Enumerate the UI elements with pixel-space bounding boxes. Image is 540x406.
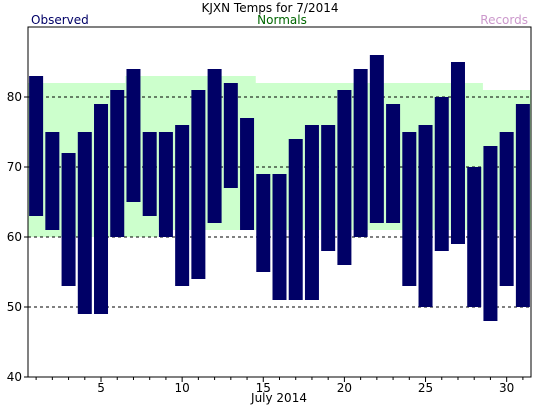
observed-bar-day-8 bbox=[142, 132, 157, 216]
x-tick-label-30: 30 bbox=[499, 381, 514, 395]
x-tick-label-25: 25 bbox=[418, 381, 433, 395]
observed-bar-day-2 bbox=[45, 132, 60, 230]
observed-bar-day-11 bbox=[191, 90, 206, 279]
observed-bar-day-24 bbox=[402, 132, 417, 286]
observed-bar-day-14 bbox=[240, 118, 255, 230]
observed-bars bbox=[29, 55, 530, 321]
chart-title: KJXN Temps for 7/2014 bbox=[202, 1, 339, 15]
y-tick-label-40: 40 bbox=[7, 370, 22, 384]
observed-bar-day-21 bbox=[353, 69, 368, 237]
legend-observed: Observed bbox=[31, 13, 89, 27]
observed-bar-day-4 bbox=[77, 132, 92, 314]
observed-bar-day-6 bbox=[110, 90, 125, 237]
observed-bar-day-9 bbox=[158, 132, 173, 237]
observed-bar-day-17 bbox=[288, 139, 303, 300]
observed-bar-day-30 bbox=[499, 132, 514, 286]
observed-bar-day-5 bbox=[94, 104, 109, 314]
observed-bar-day-25 bbox=[418, 125, 433, 307]
observed-bar-day-28 bbox=[467, 167, 482, 307]
observed-bar-day-20 bbox=[337, 90, 352, 265]
observed-bar-day-23 bbox=[386, 104, 401, 223]
observed-bar-day-26 bbox=[434, 97, 449, 251]
x-tick-label-15: 15 bbox=[256, 381, 271, 395]
y-tick-label-50: 50 bbox=[7, 300, 22, 314]
legend-normals: Normals bbox=[257, 13, 307, 27]
x-tick-label-10: 10 bbox=[175, 381, 190, 395]
observed-bar-day-22 bbox=[369, 55, 384, 223]
x-axis-label: July 2014 bbox=[250, 391, 307, 405]
y-tick-label-70: 70 bbox=[7, 160, 22, 174]
x-tick-label-20: 20 bbox=[337, 381, 352, 395]
observed-bar-day-29 bbox=[483, 146, 498, 321]
observed-bar-day-1 bbox=[29, 76, 44, 216]
observed-bar-day-27 bbox=[450, 62, 465, 244]
legend-records: Records bbox=[480, 13, 528, 27]
observed-bar-day-19 bbox=[321, 125, 336, 251]
observed-bar-day-15 bbox=[256, 174, 271, 272]
observed-bar-day-12 bbox=[207, 69, 222, 223]
observed-bar-day-3 bbox=[61, 153, 76, 286]
observed-bar-day-16 bbox=[272, 174, 287, 300]
observed-bar-day-13 bbox=[223, 83, 238, 188]
y-tick-label-80: 80 bbox=[7, 90, 22, 104]
observed-bar-day-7 bbox=[126, 69, 141, 202]
y-tick-label-60: 60 bbox=[7, 230, 22, 244]
observed-bar-day-18 bbox=[304, 125, 319, 300]
axis-ticks: 40 50 60 70 80 5 10 15 20 25 30 bbox=[7, 90, 524, 395]
observed-bar-day-10 bbox=[175, 125, 190, 286]
x-tick-label-5: 5 bbox=[97, 381, 105, 395]
observed-bar-day-31 bbox=[515, 104, 530, 307]
